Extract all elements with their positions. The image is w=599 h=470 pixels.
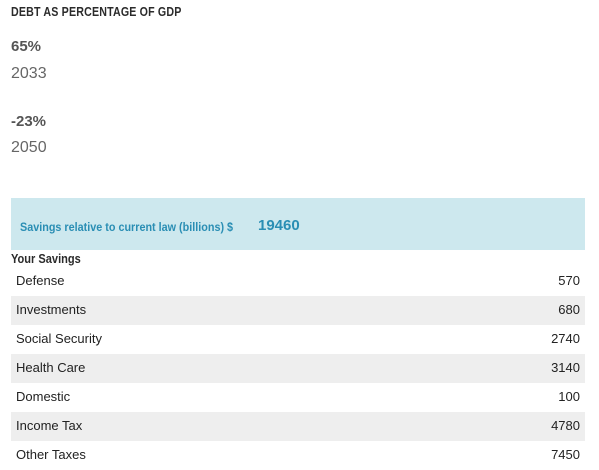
debt-section-title: DEBT AS PERCENTAGE OF GDP <box>11 4 182 19</box>
debt-2033-value: 65% <box>11 38 42 55</box>
row-label: Domestic <box>16 389 71 404</box>
table-row-domestic: Domestic 100 <box>11 383 585 412</box>
savings-summary-box: Savings relative to current law (billion… <box>11 198 585 250</box>
savings-label: Savings relative to current law (billion… <box>20 220 234 234</box>
table-row-investments: Investments 680 <box>11 296 585 325</box>
row-label: Social Security <box>16 331 102 346</box>
your-savings-title: Your Savings <box>11 251 81 266</box>
row-value: 100 <box>558 389 580 404</box>
row-value: 3140 <box>551 360 580 375</box>
row-value: 2740 <box>551 331 580 346</box>
row-value: 570 <box>558 273 580 288</box>
table-row-health-care: Health Care 3140 <box>11 354 585 383</box>
row-label: Other Taxes <box>16 447 86 462</box>
table-row-social-security: Social Security 2740 <box>11 325 585 354</box>
debt-2050-year: 2050 <box>11 139 47 156</box>
table-row-defense: Defense 570 <box>11 267 585 296</box>
row-value: 7450 <box>551 447 580 462</box>
table-row-other-taxes: Other Taxes 7450 <box>11 441 585 470</box>
savings-table: Defense 570 Investments 680 Social Secur… <box>11 267 585 470</box>
table-row-income-tax: Income Tax 4780 <box>11 412 585 441</box>
row-label: Income Tax <box>16 418 83 433</box>
debt-2050-value: -23% <box>11 113 47 130</box>
row-value: 4780 <box>551 418 580 433</box>
debt-2033-year: 2033 <box>11 65 47 82</box>
row-value: 680 <box>558 302 580 317</box>
row-label: Health Care <box>16 360 86 375</box>
savings-total-value: 19460 <box>258 217 300 234</box>
row-label: Defense <box>16 273 65 288</box>
row-label: Investments <box>16 302 87 317</box>
